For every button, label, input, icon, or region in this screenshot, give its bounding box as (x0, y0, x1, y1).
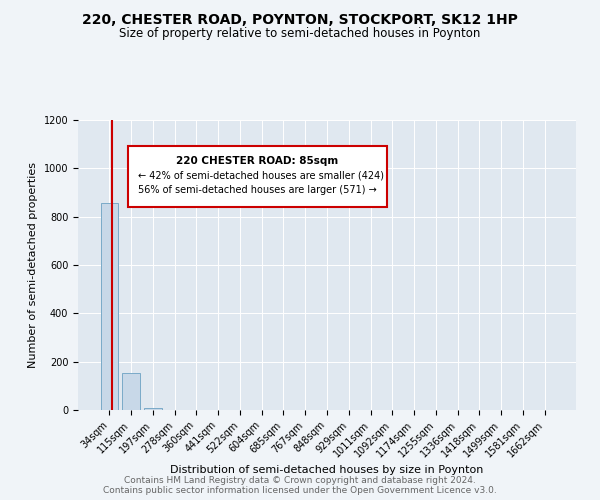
Text: Contains HM Land Registry data © Crown copyright and database right 2024.: Contains HM Land Registry data © Crown c… (124, 476, 476, 485)
Y-axis label: Number of semi-detached properties: Number of semi-detached properties (28, 162, 38, 368)
Bar (144, 408, 161, 410)
Text: 220 CHESTER ROAD: 85sqm: 220 CHESTER ROAD: 85sqm (176, 156, 338, 166)
Text: Size of property relative to semi-detached houses in Poynton: Size of property relative to semi-detach… (119, 28, 481, 40)
Text: 220, CHESTER ROAD, POYNTON, STOCKPORT, SK12 1HP: 220, CHESTER ROAD, POYNTON, STOCKPORT, S… (82, 12, 518, 26)
Text: 56% of semi-detached houses are larger (571) →: 56% of semi-detached houses are larger (… (138, 185, 377, 195)
Text: Contains public sector information licensed under the Open Government Licence v3: Contains public sector information licen… (103, 486, 497, 495)
Bar (101, 203, 118, 410)
FancyBboxPatch shape (128, 146, 387, 207)
Text: ← 42% of semi-detached houses are smaller (424): ← 42% of semi-detached houses are smalle… (138, 171, 384, 180)
X-axis label: Distribution of semi-detached houses by size in Poynton: Distribution of semi-detached houses by … (170, 464, 484, 474)
Bar (122, 372, 140, 410)
